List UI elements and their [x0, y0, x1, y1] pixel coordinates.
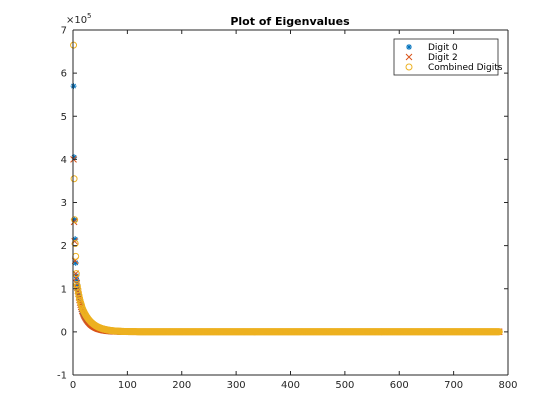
data-point: [495, 328, 503, 336]
x-tick-label: 400: [281, 380, 300, 391]
y-tick-label: 4: [61, 155, 67, 166]
y-exponent-label: ×10 5: [66, 12, 91, 26]
x-tick-label: 200: [172, 380, 191, 391]
series-combined-digits: [70, 41, 503, 336]
y-tick-label: 7: [61, 26, 67, 37]
chart-title: Plot of Eigenvalues: [230, 15, 350, 28]
data-point: [70, 175, 78, 183]
data-point: [73, 283, 81, 291]
data-point: [73, 272, 80, 279]
x-tick-label: 600: [390, 380, 409, 391]
legend-entry-label: Combined Digits: [428, 63, 503, 73]
legend-marker: [405, 53, 413, 61]
x-tick-label: 700: [444, 380, 463, 391]
x-tick-label: 100: [118, 380, 137, 391]
data-point: [72, 236, 79, 243]
y-tick-label: 1: [61, 284, 67, 295]
data-point: [71, 239, 79, 247]
legend-entry-label: Digit 0: [428, 43, 458, 53]
x-tick-label: 300: [227, 380, 246, 391]
legend-entry-label: Digit 2: [428, 53, 458, 63]
y-tick-label: 3: [61, 198, 67, 209]
data-point: [74, 289, 82, 297]
legend-box: [393, 38, 499, 76]
data-point: [75, 292, 83, 300]
y-tick-label: 6: [61, 69, 67, 80]
y-tick-label: 0: [61, 327, 67, 338]
data-point: [73, 277, 80, 284]
legend-marker: [406, 44, 412, 50]
data-point: [70, 41, 78, 49]
y-tick-label: -1: [57, 371, 67, 382]
data-point: [71, 216, 78, 223]
x-tick-label: 0: [70, 380, 76, 391]
x-tick-label: 800: [498, 380, 517, 391]
x-tick-label: 500: [335, 380, 354, 391]
y-exponent-base: ×10: [66, 15, 87, 26]
y-tick-label: 2: [61, 241, 67, 252]
y-tick-label: 5: [61, 112, 67, 123]
y-exponent-power: 5: [87, 12, 91, 20]
data-point: [71, 154, 78, 161]
data-point: [70, 83, 77, 90]
data-point: [71, 216, 79, 224]
data-point: [72, 259, 79, 266]
legend-marker: [405, 63, 413, 71]
plot-area: [70, 41, 503, 336]
